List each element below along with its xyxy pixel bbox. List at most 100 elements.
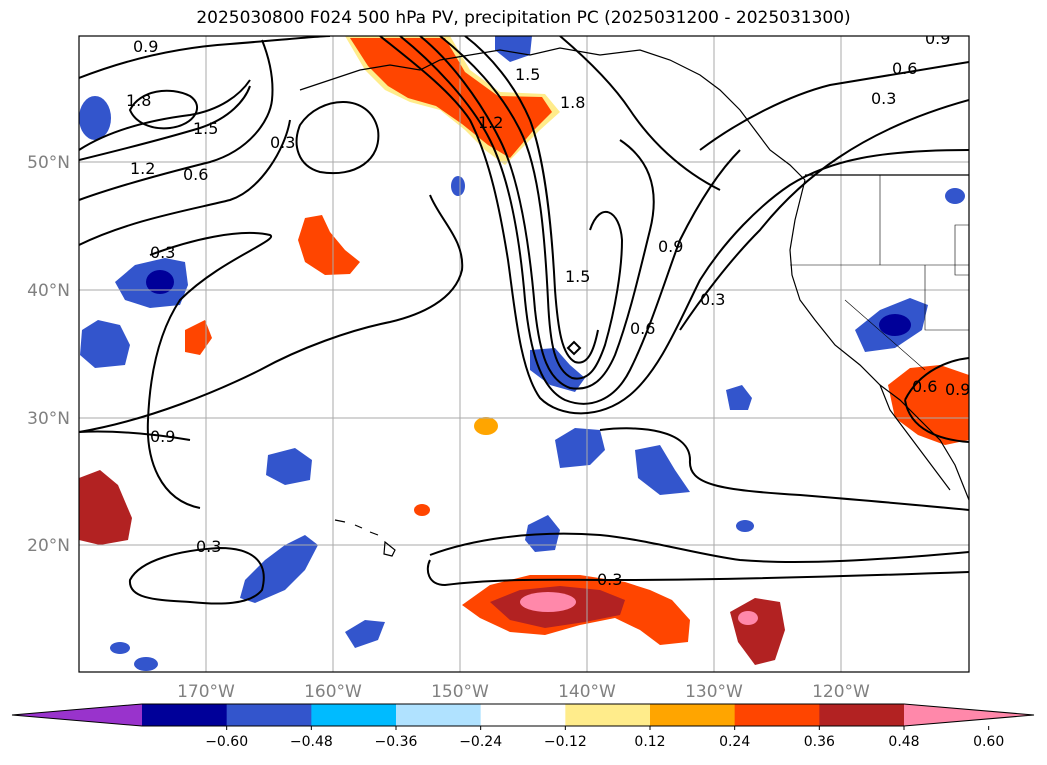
contour-label: 0.3 bbox=[150, 243, 175, 262]
coast-baja bbox=[879, 384, 951, 491]
contour-subtrop-loop bbox=[426, 559, 969, 587]
precip-neg-157w bbox=[345, 620, 385, 648]
coast-alaska bbox=[299, 47, 806, 181]
precip-pos-south-core bbox=[520, 592, 576, 612]
precip-neg-west-coast-core bbox=[879, 314, 911, 336]
precip-neg-small-5 bbox=[945, 188, 965, 204]
precip-pos-sw bbox=[79, 470, 132, 545]
precip-neg-alaska bbox=[495, 36, 532, 62]
colorbar-label: −0.12 bbox=[544, 734, 587, 750]
precip-neg-far-west bbox=[79, 96, 111, 140]
precip-neg-170w-core bbox=[146, 270, 174, 294]
contour-label: 0.6 bbox=[912, 377, 937, 396]
contour-0.3-mid bbox=[146, 232, 273, 509]
contour-trough-0.9 bbox=[399, 36, 741, 405]
colorbar-label: 0.60 bbox=[973, 734, 1004, 750]
contour-east-loop bbox=[599, 427, 969, 511]
contour-trough-1.5 bbox=[439, 36, 624, 380]
colorbar-swatch bbox=[480, 704, 566, 726]
colorbar-label: 0.12 bbox=[634, 734, 665, 750]
state-borders bbox=[790, 175, 969, 371]
contour-sw-loop bbox=[128, 546, 265, 605]
contour-label: 0.6 bbox=[183, 165, 208, 184]
contour-label: 0.9 bbox=[925, 29, 950, 48]
precip-neg-130w bbox=[726, 385, 752, 410]
precip-pos-127w-core bbox=[738, 611, 758, 625]
precip-pos-160w bbox=[298, 215, 360, 275]
precip-neg-155w bbox=[266, 448, 312, 485]
contour-label: 1.8 bbox=[126, 91, 151, 110]
precip-neg-small-4 bbox=[134, 657, 158, 671]
colorbar-extend-low bbox=[12, 704, 142, 726]
precip-pos-small-1 bbox=[474, 417, 498, 435]
contour-labels: 0.9 1.8 1.5 1.2 0.6 0.3 0.3 1.2 1.5 1.8 … bbox=[126, 29, 970, 589]
colorbar-swatch bbox=[819, 704, 905, 726]
contour-1.8-loop bbox=[128, 89, 199, 130]
contour-label: 0.3 bbox=[700, 290, 725, 309]
precip-neg-135w bbox=[635, 445, 690, 495]
contour-label: 0.3 bbox=[597, 570, 622, 589]
colorbar-label: −0.36 bbox=[375, 734, 418, 750]
lat-tick-label: 30°N bbox=[27, 409, 70, 429]
contour-trough-outer bbox=[379, 36, 969, 415]
colorbar-swatch bbox=[565, 704, 651, 726]
colorbar-label: 0.36 bbox=[804, 734, 835, 750]
precip-neg-small-3 bbox=[110, 642, 130, 654]
contour-0.9-north bbox=[79, 36, 331, 79]
colorbar-label: 0.24 bbox=[719, 734, 750, 750]
lon-tick-label: 130°W bbox=[685, 682, 743, 702]
lon-tick-label: 170°W bbox=[177, 682, 235, 702]
colorbar-swatch bbox=[311, 704, 397, 726]
coast-west-us bbox=[789, 179, 969, 501]
precip-neg-small-2 bbox=[736, 520, 754, 532]
islands-hawaii bbox=[334, 519, 396, 557]
contour-label: 1.5 bbox=[515, 65, 540, 84]
colorbar-outline bbox=[11, 703, 1035, 727]
pv-contours bbox=[79, 36, 969, 605]
contour-trough-1.8 bbox=[464, 36, 599, 364]
colorbar-swatch bbox=[650, 704, 736, 726]
colorbar-swatch bbox=[226, 704, 312, 726]
contour-0.3-west bbox=[79, 119, 291, 246]
contour-0.3-loop bbox=[295, 101, 380, 175]
precip-neg-175w bbox=[80, 320, 130, 368]
contour-east-0.9 bbox=[559, 36, 721, 191]
contour-label: 1.2 bbox=[478, 113, 503, 132]
colorbar-label: −0.48 bbox=[290, 734, 333, 750]
precip-pos-baja bbox=[888, 365, 969, 445]
contour-trough-1.2 bbox=[419, 36, 655, 390]
contour-label: 0.3 bbox=[196, 537, 221, 556]
contour-label: 0.9 bbox=[133, 37, 158, 56]
precip-shading bbox=[79, 36, 969, 671]
contour-label: 1.5 bbox=[193, 119, 218, 138]
precip-pos-small-2 bbox=[414, 504, 430, 516]
contour-1.2-west bbox=[79, 79, 251, 151]
lon-tick-label: 120°W bbox=[812, 682, 870, 702]
contour-label: 0.9 bbox=[658, 237, 683, 256]
contour-south-0.3 bbox=[79, 430, 969, 563]
lat-tick-labels: 50°N 40°N 30°N 20°N bbox=[27, 153, 70, 556]
contour-cutoff-diamond bbox=[566, 340, 582, 356]
contour-label: 0.3 bbox=[871, 89, 896, 108]
gridlines bbox=[79, 36, 969, 672]
lat-tick-label: 40°N bbox=[27, 281, 70, 301]
contour-label: 0.3 bbox=[270, 133, 295, 152]
colorbar: −0.60 −0.48 −0.36 −0.24 −0.12 0.12 0.24 0.36 0.4… bbox=[11, 703, 1035, 750]
coastlines bbox=[299, 47, 969, 557]
precip-pos-175w bbox=[185, 320, 212, 355]
colorbar-swatch bbox=[142, 704, 228, 726]
lon-tick-label: 150°W bbox=[431, 682, 489, 702]
colorbar-extend-high bbox=[904, 704, 1034, 726]
contour-label: 0.9 bbox=[945, 380, 970, 399]
colorbar-swatch bbox=[734, 704, 820, 726]
map-border bbox=[78, 35, 970, 673]
lon-tick-labels: 170°W 160°W 150°W 140°W 130°W 120°W bbox=[177, 682, 870, 702]
precip-neg-165w bbox=[240, 535, 318, 603]
map-title: 2025030800 F024 500 hPa PV, precipitatio… bbox=[196, 8, 851, 28]
precip-neg-140w bbox=[555, 428, 605, 468]
contour-0.6-west bbox=[79, 39, 274, 201]
contour-east-0.3 bbox=[679, 99, 969, 331]
lat-tick-label: 50°N bbox=[27, 153, 70, 173]
precip-neg-small-1 bbox=[451, 176, 465, 196]
